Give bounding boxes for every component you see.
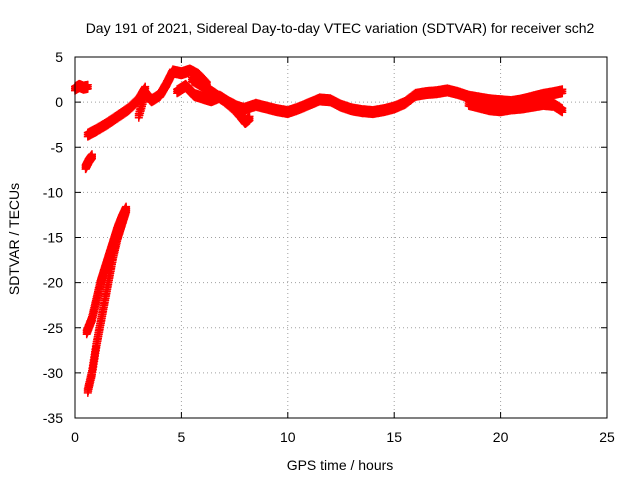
y-tick-label: 5 <box>55 49 63 65</box>
chart-title: Day 191 of 2021, Sidereal Day-to-day VTE… <box>86 20 595 36</box>
data-point <box>245 116 254 125</box>
y-tick-label: 0 <box>55 94 63 110</box>
y-tick-label: -5 <box>51 139 64 155</box>
x-tick-label: 20 <box>493 429 509 445</box>
x-tick-label: 0 <box>71 429 79 445</box>
data-point <box>122 208 131 217</box>
data-point <box>558 108 567 117</box>
x-tick-label: 15 <box>386 429 402 445</box>
x-tick-label: 25 <box>599 429 615 445</box>
y-tick-label: -10 <box>43 184 63 200</box>
y-axis-label: SDTVAR / TECUs <box>6 183 22 295</box>
x-axis-label: GPS time / hours <box>287 457 394 473</box>
plot-frame <box>74 56 608 419</box>
data-point <box>558 89 567 98</box>
data-point <box>88 154 96 163</box>
y-tick-label: -35 <box>43 410 63 426</box>
y-tick-label: -20 <box>43 275 63 291</box>
y-tick-label: -30 <box>43 365 63 381</box>
y-tick-label: -15 <box>43 230 63 246</box>
x-tick-label: 5 <box>178 429 186 445</box>
x-tick-label: 10 <box>280 429 296 445</box>
y-tick-label: -25 <box>43 320 63 336</box>
data-point <box>83 84 92 93</box>
data-series-sch2 <box>71 64 567 397</box>
